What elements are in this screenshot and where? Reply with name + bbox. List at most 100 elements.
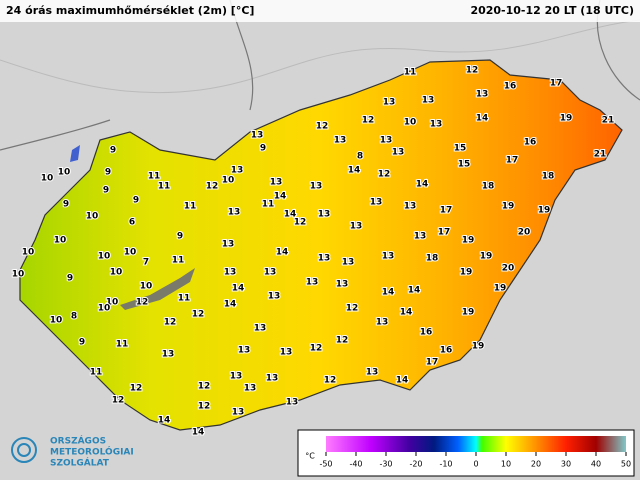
timestamp: 2020-10-12 20 LT (18 UTC) <box>470 4 634 17</box>
legend-tick-label: 30 <box>561 460 571 469</box>
station-value: 13 <box>224 268 237 278</box>
station-value: 18 <box>482 182 495 192</box>
legend-tick-label: 0 <box>473 460 478 469</box>
station-value: 10 <box>50 316 63 326</box>
station-value: 11 <box>404 68 417 78</box>
station-value: 13 <box>392 148 405 158</box>
logo-icon <box>11 437 37 463</box>
station-value: 17 <box>550 79 563 89</box>
station-value: 16 <box>504 82 517 92</box>
station-value: 9 <box>103 186 109 196</box>
station-value: 10 <box>98 304 111 314</box>
legend-tick-label: 40 <box>591 460 601 469</box>
station-value: 8 <box>71 312 77 322</box>
station-value: 12 <box>198 402 211 412</box>
station-value: 10 <box>98 252 111 262</box>
station-value: 13 <box>228 208 241 218</box>
logo-text: METEOROLÓGIAI <box>50 446 134 458</box>
station-value: 6 <box>129 218 135 228</box>
station-value: 12 <box>324 376 337 386</box>
station-value: 11 <box>262 200 275 210</box>
station-value: 12 <box>346 304 359 314</box>
station-value: 13 <box>266 374 279 384</box>
legend-tick-label: 10 <box>501 460 511 469</box>
station-value: 19 <box>462 308 475 318</box>
station-value: 13 <box>430 120 443 130</box>
station-value: 9 <box>67 274 73 284</box>
station-value: 17 <box>440 206 453 216</box>
station-value: 19 <box>480 252 493 262</box>
station-value: 11 <box>158 182 171 192</box>
station-value: 13 <box>270 178 283 188</box>
station-value: 15 <box>454 144 467 154</box>
station-value: 12 <box>466 66 479 76</box>
station-value: 10 <box>41 174 54 184</box>
station-value: 13 <box>366 368 379 378</box>
station-value: 10 <box>110 268 123 278</box>
station-value: 21 <box>594 150 607 160</box>
station-value: 8 <box>357 152 363 162</box>
station-value: 17 <box>438 228 451 238</box>
station-value: 13 <box>230 372 243 382</box>
station-value: 18 <box>426 254 439 264</box>
station-value: 13 <box>268 292 281 302</box>
station-value: 13 <box>336 280 349 290</box>
station-value: 17 <box>426 358 439 368</box>
station-value: 12 <box>310 344 323 354</box>
station-value: 14 <box>382 288 395 298</box>
station-value: 9 <box>260 144 266 154</box>
station-value: 11 <box>148 172 161 182</box>
station-value: 13 <box>238 346 251 356</box>
station-value: 9 <box>79 338 85 348</box>
station-value: 14 <box>476 114 489 124</box>
station-value: 11 <box>178 294 191 304</box>
colorbar <box>326 436 626 452</box>
station-value: 11 <box>116 340 129 350</box>
title: 24 órás maximumhőmérséklet (2m) [°C] <box>6 4 254 17</box>
station-value: 12 <box>378 170 391 180</box>
station-value: 13 <box>376 318 389 328</box>
station-value: 7 <box>143 258 149 268</box>
station-value: 13 <box>264 268 277 278</box>
station-value: 13 <box>244 384 257 394</box>
station-value: 10 <box>58 168 71 178</box>
station-value: 14 <box>348 166 361 176</box>
station-value: 9 <box>105 168 111 178</box>
station-value: 10 <box>106 298 119 308</box>
station-value: 19 <box>502 202 515 212</box>
station-value: 12 <box>112 396 125 406</box>
logo-text: SZOLGÁLAT <box>50 457 110 469</box>
station-value: 14 <box>276 248 289 258</box>
legend-tick-label: 50 <box>621 460 631 469</box>
station-value: 20 <box>502 264 515 274</box>
station-value: 14 <box>224 300 237 310</box>
station-value: 13 <box>414 232 427 242</box>
station-value: 12 <box>130 384 143 394</box>
station-value: 14 <box>416 180 429 190</box>
station-value: 15 <box>458 160 471 170</box>
station-value: 10 <box>124 248 137 258</box>
station-value: 10 <box>86 212 99 222</box>
legend-tick-label: -50 <box>319 460 332 469</box>
station-value: 9 <box>63 200 69 210</box>
legend-tick-label: -10 <box>439 460 452 469</box>
station-value: 13 <box>306 278 319 288</box>
lake <box>70 145 80 162</box>
station-value: 17 <box>506 156 519 166</box>
legend-tick-label: -40 <box>349 460 362 469</box>
station-value: 12 <box>206 182 219 192</box>
station-value: 14 <box>396 376 409 386</box>
station-value: 12 <box>198 382 211 392</box>
header-bar <box>0 0 640 22</box>
station-value: 13 <box>254 324 267 334</box>
logo-text: ORSZÁGOS <box>50 435 106 447</box>
station-value: 11 <box>90 368 103 378</box>
station-value: 12 <box>316 122 329 132</box>
station-value: 13 <box>334 136 347 146</box>
station-value: 13 <box>404 202 417 212</box>
station-value: 14 <box>192 428 205 438</box>
station-value: 13 <box>350 222 363 232</box>
legend-tick-label: -20 <box>409 460 422 469</box>
